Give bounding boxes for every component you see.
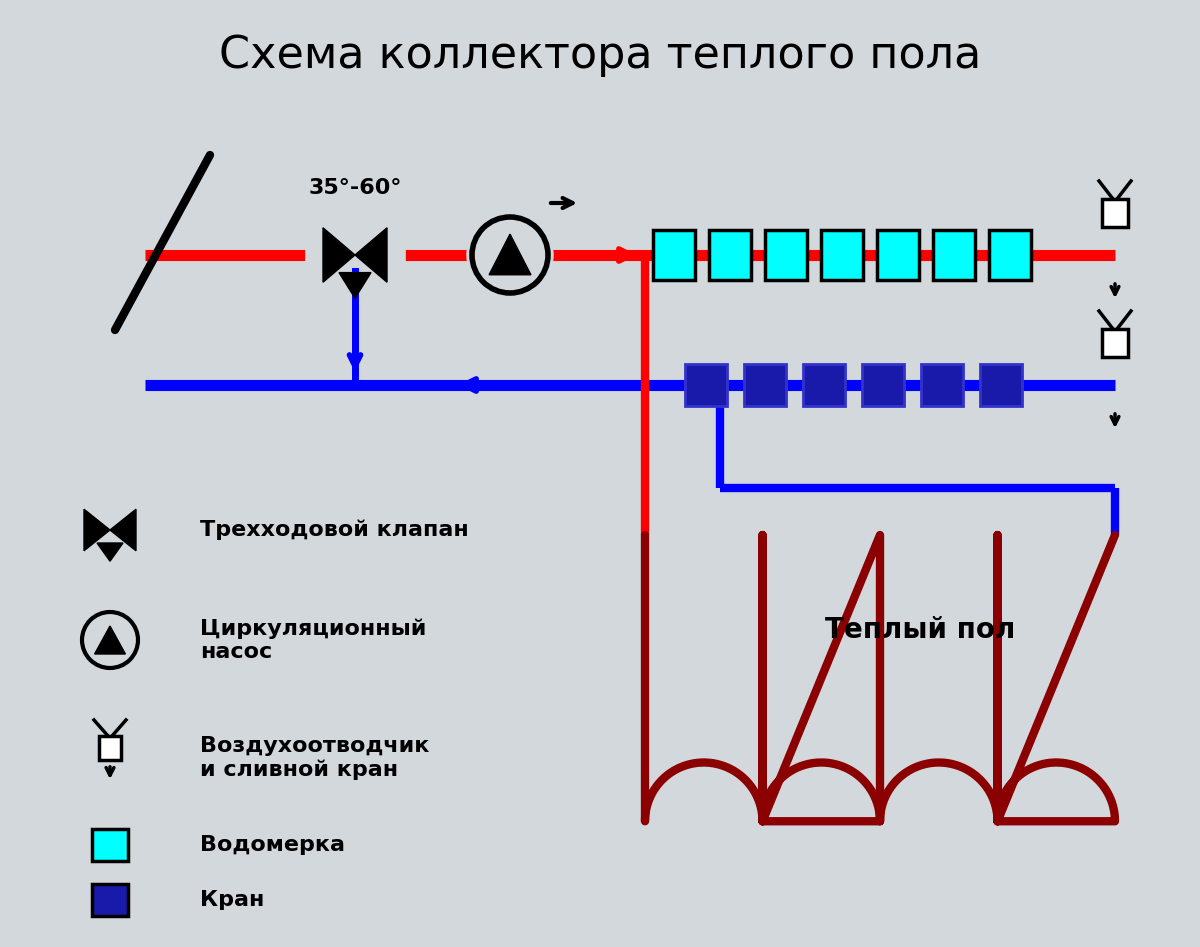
Polygon shape [84,509,110,551]
Text: Воздухоотводчик
и сливной кран: Воздухоотводчик и сливной кран [200,736,430,780]
Text: 35°-60°: 35°-60° [308,178,402,198]
Text: Трехходовой клапан: Трехходовой клапан [200,520,469,540]
Circle shape [467,212,553,298]
Polygon shape [323,228,355,282]
Bar [685,364,727,406]
Bar [862,364,904,406]
Polygon shape [355,228,386,282]
Polygon shape [490,234,530,275]
Bar [92,884,128,916]
Bar [934,230,974,280]
Text: Водомерка: Водомерка [200,835,346,855]
Text: Схема коллектора теплого пола: Схема коллектора теплого пола [218,33,982,77]
Polygon shape [95,626,126,654]
Bar [1102,199,1128,227]
Circle shape [82,612,138,668]
Circle shape [472,217,548,293]
Polygon shape [97,543,124,562]
Bar [92,829,128,861]
Bar [980,364,1022,406]
Polygon shape [340,273,371,298]
Bar [98,736,121,760]
Bar [821,230,863,280]
Text: Теплый пол: Теплый пол [824,616,1015,644]
Text: Кран: Кран [200,890,264,910]
Bar [803,364,845,406]
Bar [653,230,695,280]
Polygon shape [110,509,136,551]
Bar [709,230,751,280]
Bar [1102,329,1128,357]
Bar [922,364,964,406]
Bar [766,230,808,280]
Bar [877,230,919,280]
Bar [989,230,1031,280]
Bar [744,364,786,406]
Text: Циркуляционный
насос: Циркуляционный насос [200,618,426,662]
